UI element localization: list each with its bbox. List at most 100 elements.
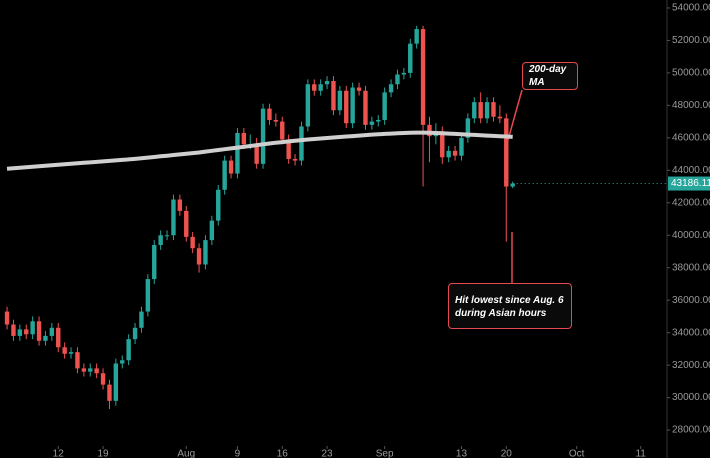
last-price-label: 43186.11	[671, 178, 710, 189]
candle-body	[267, 108, 272, 120]
candle-body	[11, 324, 16, 336]
candle-body	[318, 84, 323, 91]
candle-body	[401, 72, 407, 75]
candle-body	[228, 160, 234, 174]
candle-body	[4, 311, 10, 325]
x-tick-label: 9	[235, 449, 241, 458]
candle-body	[196, 248, 202, 265]
annotation-pointer	[507, 89, 523, 141]
candle-body	[510, 183, 515, 187]
candle-body	[36, 321, 42, 341]
candle-body	[81, 368, 87, 372]
annotation: Hit lowest since Aug. 6 during Asian hou…	[448, 283, 572, 329]
y-tick-label: 48000.00	[672, 100, 710, 111]
candle-body	[56, 327, 61, 348]
candle-body	[184, 210, 189, 237]
candle-body	[62, 347, 67, 354]
candle-body	[376, 119, 381, 122]
candle-body	[440, 131, 445, 158]
x-tick-label: 11	[635, 449, 646, 458]
candle-body	[177, 199, 183, 211]
candle-body	[260, 108, 266, 164]
x-tick-label: 19	[97, 449, 109, 458]
candle-body	[75, 352, 80, 369]
candle-body	[324, 81, 330, 85]
candle-body	[94, 368, 99, 374]
candle-body	[139, 311, 144, 328]
candle-body	[472, 102, 477, 119]
candle-body	[235, 132, 240, 174]
candle-body	[145, 279, 151, 312]
candle-body	[216, 189, 221, 221]
candle-body	[222, 160, 227, 190]
candle-body	[286, 139, 291, 159]
candle-body	[17, 329, 23, 336]
candle-body	[107, 384, 112, 401]
candle-body	[280, 121, 285, 140]
candle-body	[273, 119, 279, 122]
candle-body	[491, 102, 496, 117]
candle-body	[408, 43, 413, 73]
x-tick-label: 23	[321, 449, 333, 458]
y-tick-label: 42000.00	[672, 197, 710, 208]
candle-body	[420, 29, 426, 125]
y-tick-label: 30000.00	[672, 392, 710, 403]
candle-body	[331, 81, 336, 111]
moving-average-line	[6, 130, 513, 171]
candle-body	[254, 144, 259, 164]
y-tick-label: 36000.00	[672, 295, 710, 306]
candle-body	[120, 360, 125, 364]
y-tick-label: 38000.00	[672, 262, 710, 273]
candle-body	[158, 235, 163, 245]
candle-body	[414, 29, 419, 44]
x-tick-label: 16	[277, 449, 289, 458]
y-tick-label: 34000.00	[672, 327, 710, 338]
candle-body	[369, 121, 375, 125]
candle-body	[497, 116, 503, 119]
y-tick-label: 44000.00	[672, 165, 710, 176]
y-tick-label: 28000.00	[672, 425, 710, 436]
candle-body	[337, 90, 343, 111]
candle-body	[459, 137, 464, 156]
candle-body	[100, 373, 106, 385]
candle-body	[465, 118, 471, 138]
x-tick-label: 20	[501, 449, 513, 458]
candle-body	[68, 352, 74, 354]
candle-body	[292, 158, 298, 161]
candle-body	[190, 236, 195, 249]
y-tick-label: 52000.00	[672, 35, 710, 46]
x-tick-label: 13	[456, 449, 468, 458]
candle-body	[312, 84, 317, 91]
candle-body	[209, 220, 215, 241]
candle-body	[363, 90, 368, 125]
candle-body	[344, 90, 349, 124]
y-tick-label: 40000.00	[672, 230, 710, 241]
candle-body	[504, 118, 509, 187]
candle-body	[305, 84, 311, 127]
candle-body	[484, 102, 490, 119]
last-price-box	[668, 176, 710, 191]
candle-body	[152, 244, 157, 280]
candle-body	[126, 339, 131, 361]
candle-body	[49, 327, 55, 336]
x-tick-label: Sep	[376, 449, 394, 458]
candle-body	[43, 335, 48, 341]
candle-body	[203, 240, 208, 265]
candle-body	[478, 102, 483, 119]
candle-body	[388, 84, 394, 93]
candle-body	[30, 321, 35, 335]
candle-body	[427, 124, 432, 137]
x-tick-label: Aug	[177, 449, 195, 458]
candle-body	[299, 126, 304, 161]
y-tick-label: 32000.00	[672, 360, 710, 371]
y-tick-label: 50000.00	[672, 68, 710, 79]
candle-body	[356, 87, 362, 91]
candle-body	[164, 235, 170, 237]
candle-body	[452, 150, 458, 156]
candle-body	[171, 199, 176, 236]
candle-body	[395, 74, 400, 85]
candle-body	[132, 327, 138, 340]
candle-body	[88, 368, 93, 372]
